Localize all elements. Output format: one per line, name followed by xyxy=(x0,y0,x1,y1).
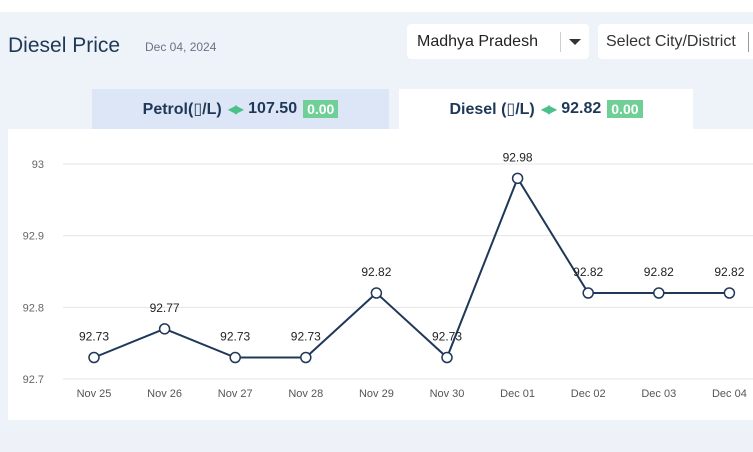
tab-diesel-price: 92.82 xyxy=(561,100,602,117)
y-tick-label: 92.7 xyxy=(23,374,44,386)
data-label: 92.73 xyxy=(291,330,321,344)
change-badge: 0.00 xyxy=(303,100,339,118)
x-tick-label: Nov 30 xyxy=(430,388,465,400)
data-label: 92.82 xyxy=(644,265,674,279)
tab-petrol-price: 107.50 xyxy=(248,100,298,117)
y-tick-label: 92.9 xyxy=(23,231,44,243)
left-right-arrows-icon: ◀▶ xyxy=(540,102,558,116)
y-tick-label: 92.8 xyxy=(23,302,44,314)
data-point xyxy=(88,351,100,364)
data-label: 92.73 xyxy=(220,330,250,344)
data-point xyxy=(511,172,524,185)
state-select[interactable]: Madhya Pradesh xyxy=(407,24,589,59)
data-point xyxy=(441,351,453,364)
data-point xyxy=(370,287,383,299)
tab-petrol[interactable]: Petrol(▯/L) ◀▶ 107.50 0.00 xyxy=(92,89,389,129)
price-chart-card: 92.7 92.8 92.9 93 Nov 25 Nov 26 Nov 27 Nov 28 No… xyxy=(8,129,753,420)
data-label: 92.73 xyxy=(432,330,462,344)
x-tick-label: Dec 03 xyxy=(641,388,676,400)
city-select-placeholder: Select City/District xyxy=(606,33,736,50)
state-select-value: Madhya Pradesh xyxy=(417,33,538,50)
data-label: 92.73 xyxy=(79,330,109,344)
city-select[interactable]: Select City/District xyxy=(598,24,753,59)
left-right-arrows-icon: ◀▶ xyxy=(227,102,245,116)
data-point xyxy=(582,287,594,299)
data-label: 92.82 xyxy=(573,265,603,279)
x-tick-label: Dec 01 xyxy=(500,388,535,400)
page-title: Diesel Price xyxy=(8,34,121,57)
caret-down-icon[interactable] xyxy=(569,39,581,45)
data-label: 92.82 xyxy=(361,265,391,279)
data-label: 92.98 xyxy=(503,150,533,164)
data-point xyxy=(229,351,241,364)
x-tick-label: Nov 26 xyxy=(147,388,182,400)
tab-diesel[interactable]: Diesel (▯/L) ◀▶ 92.82 0.00 xyxy=(399,89,693,129)
data-point xyxy=(158,323,171,335)
select-divider xyxy=(748,32,749,52)
x-tick-label: Nov 25 xyxy=(77,388,112,400)
x-tick-label: Nov 29 xyxy=(359,388,394,400)
data-label: 92.77 xyxy=(150,301,180,315)
select-divider xyxy=(560,32,561,52)
page-date: Dec 04, 2024 xyxy=(145,40,217,54)
data-point xyxy=(300,351,312,364)
top-bar xyxy=(0,0,753,12)
x-tick-label: Nov 28 xyxy=(288,388,323,400)
data-point xyxy=(723,287,736,299)
x-tick-label: Dec 02 xyxy=(571,388,606,400)
y-tick-label: 93 xyxy=(32,159,44,171)
series-line xyxy=(93,176,730,360)
data-point xyxy=(653,287,665,299)
tab-petrol-label: Petrol(▯/L) xyxy=(142,101,222,118)
change-badge: 0.00 xyxy=(607,100,643,118)
x-tick-label: Dec 04 xyxy=(712,388,747,400)
data-label: 92.82 xyxy=(714,265,744,279)
tab-diesel-label: Diesel (▯/L) xyxy=(449,101,535,118)
price-line-chart: 92.7 92.8 92.9 93 Nov 25 Nov 26 Nov 27 Nov 28 No… xyxy=(23,150,753,400)
x-tick-label: Nov 27 xyxy=(218,388,253,400)
